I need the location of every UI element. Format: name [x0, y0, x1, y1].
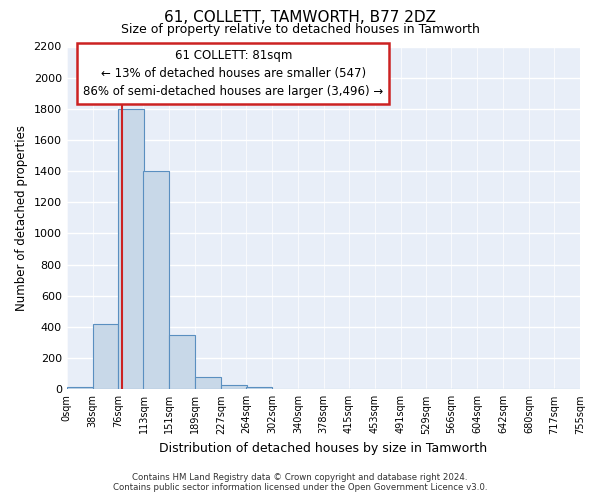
- X-axis label: Distribution of detached houses by size in Tamworth: Distribution of detached houses by size …: [159, 442, 487, 455]
- Bar: [169, 335, 195, 390]
- Text: Contains HM Land Registry data © Crown copyright and database right 2024.
Contai: Contains HM Land Registry data © Crown c…: [113, 473, 487, 492]
- Bar: [246, 387, 272, 390]
- Bar: [118, 109, 144, 390]
- Bar: [272, 388, 298, 390]
- Y-axis label: Number of detached properties: Number of detached properties: [15, 125, 28, 311]
- Text: 61, COLLETT, TAMWORTH, B77 2DZ: 61, COLLETT, TAMWORTH, B77 2DZ: [164, 10, 436, 25]
- Bar: [195, 377, 221, 390]
- Text: 61 COLLETT: 81sqm
← 13% of detached houses are smaller (547)
86% of semi-detache: 61 COLLETT: 81sqm ← 13% of detached hous…: [83, 49, 383, 98]
- Bar: [221, 384, 247, 390]
- Bar: [92, 324, 118, 390]
- Bar: [67, 387, 92, 390]
- Text: Size of property relative to detached houses in Tamworth: Size of property relative to detached ho…: [121, 22, 479, 36]
- Bar: [143, 171, 169, 390]
